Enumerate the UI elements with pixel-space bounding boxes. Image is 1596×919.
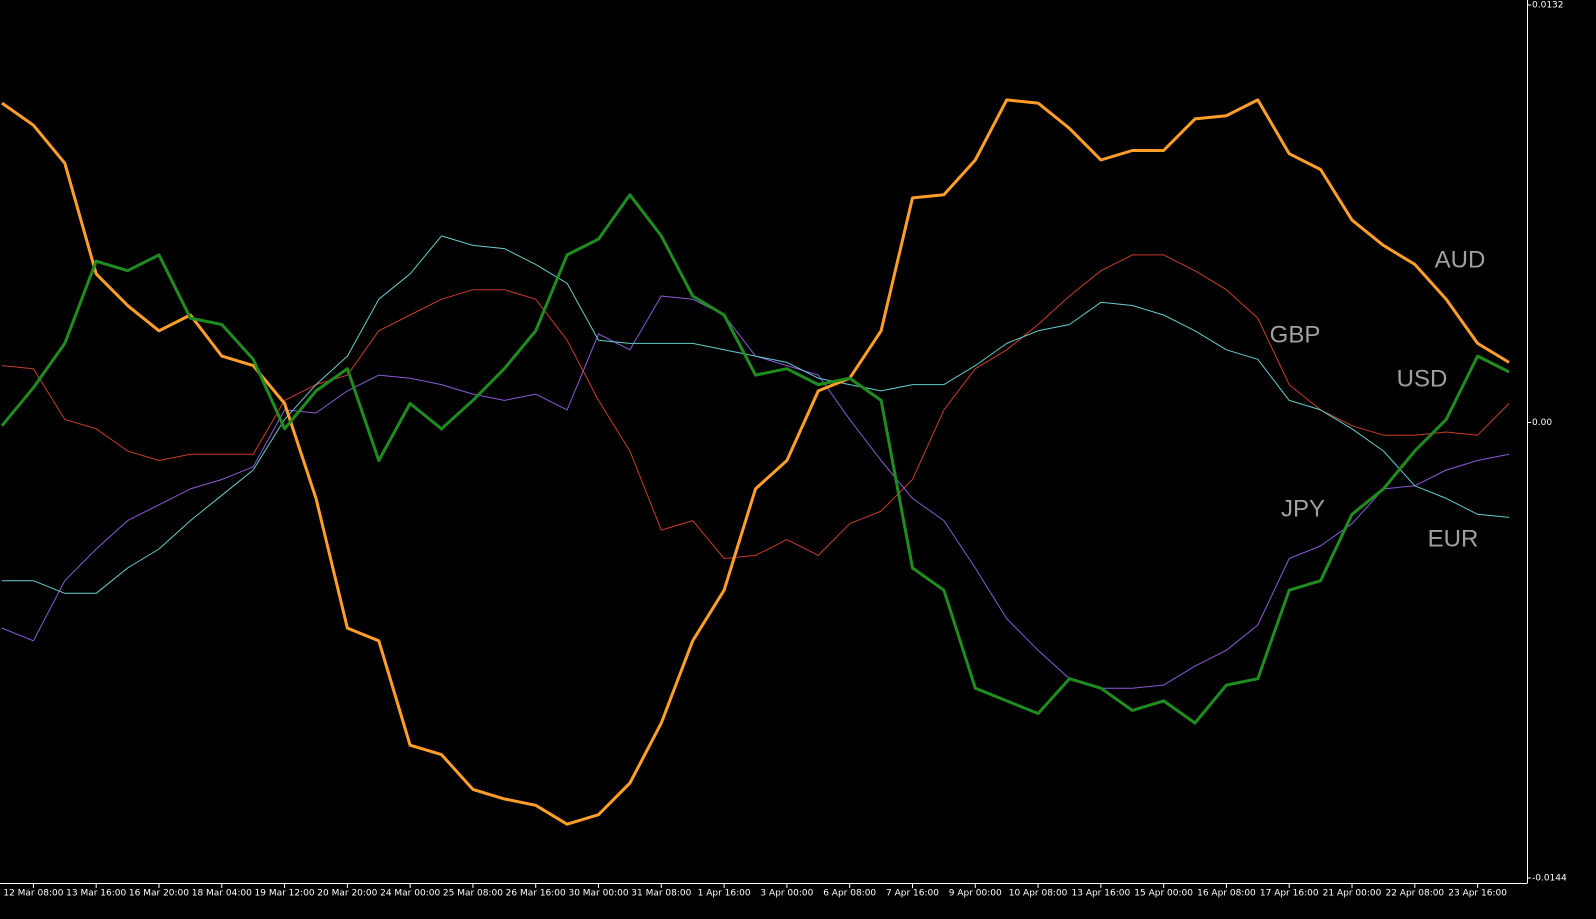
series-line bbox=[2, 235, 1510, 594]
x-tick-label: 18 Mar 04:00 bbox=[192, 889, 252, 899]
x-tick-label: 13 Apr 16:00 bbox=[1072, 889, 1131, 899]
x-tick-label: 6 Apr 08:00 bbox=[823, 889, 876, 899]
x-tick-label: 19 Mar 12:00 bbox=[255, 889, 315, 899]
x-tick-label: 26 Mar 16:00 bbox=[506, 889, 566, 899]
x-tick-label: 24 Mar 00:00 bbox=[380, 889, 440, 899]
series-line bbox=[0, 193, 1510, 725]
x-tick-label: 21 Apr 00:00 bbox=[1323, 889, 1382, 899]
x-tick-label: 16 Mar 20:00 bbox=[129, 889, 189, 899]
x-tick-label: 22 Apr 08:00 bbox=[1385, 889, 1444, 899]
x-tick-label: 10 Apr 08:00 bbox=[1009, 889, 1068, 899]
series-line bbox=[1, 98, 1510, 826]
series-line bbox=[1, 254, 1510, 559]
x-tick-label: 20 Mar 20:00 bbox=[317, 889, 377, 899]
x-tick-label: 23 Apr 16:00 bbox=[1448, 889, 1507, 899]
series-label: JPY bbox=[1281, 495, 1325, 522]
x-tick-label: 25 Mar 08:00 bbox=[443, 889, 503, 899]
x-tick-label: 12 Mar 08:00 bbox=[3, 889, 63, 899]
x-tick-label: 17 Apr 16:00 bbox=[1260, 889, 1319, 899]
x-tick-label: 3 Apr 00:00 bbox=[760, 889, 813, 899]
x-tick-label: 13 Mar 16:00 bbox=[66, 889, 126, 899]
series-label: EUR bbox=[1428, 525, 1479, 552]
x-tick-label: 7 Apr 16:00 bbox=[886, 889, 939, 899]
x-tick-label: 31 Mar 08:00 bbox=[631, 889, 691, 899]
series-label: GBP bbox=[1270, 321, 1321, 348]
x-tick-label: 9 Apr 00:00 bbox=[949, 889, 1002, 899]
y-tick-label: -0.0144 bbox=[1532, 874, 1567, 884]
y-tick-label: 0.00 bbox=[1532, 418, 1552, 428]
x-tick-label: 15 Apr 00:00 bbox=[1134, 889, 1193, 899]
x-tick-label: 1 Apr 16:00 bbox=[698, 889, 751, 899]
series-label: AUD bbox=[1435, 246, 1486, 273]
y-tick-label: 0.0132 bbox=[1532, 1, 1564, 11]
series-label: USD bbox=[1397, 365, 1448, 392]
x-tick-label: 30 Mar 00:00 bbox=[568, 889, 628, 899]
x-tick-label: 16 Apr 08:00 bbox=[1197, 889, 1256, 899]
